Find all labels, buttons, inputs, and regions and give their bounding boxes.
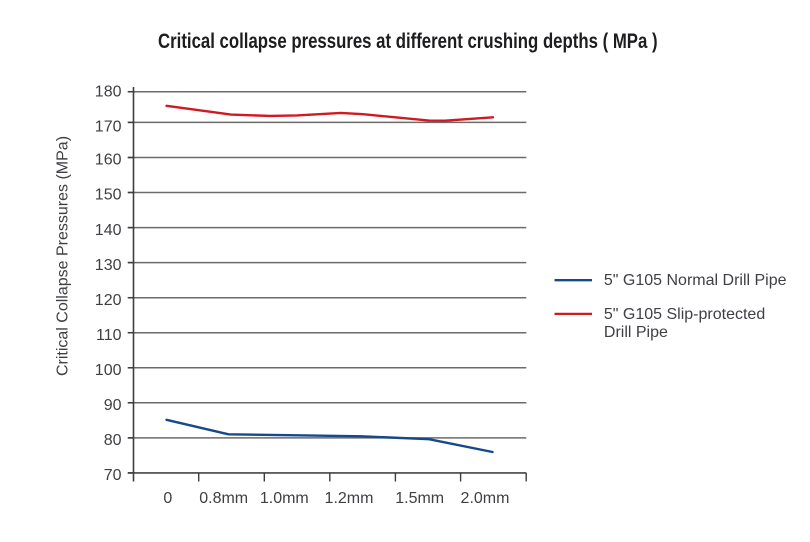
svg-text:2.0mm: 2.0mm — [461, 490, 510, 507]
svg-text:120: 120 — [95, 292, 122, 309]
svg-text:5" G105 Slip-protected: 5" G105 Slip-protected — [604, 306, 765, 323]
svg-text:100: 100 — [95, 362, 122, 379]
svg-text:80: 80 — [104, 432, 122, 449]
svg-text:140: 140 — [95, 222, 122, 239]
svg-text:Critical collapse pressures at: Critical collapse pressures at different… — [158, 30, 658, 53]
svg-text:1.0mm: 1.0mm — [260, 490, 309, 507]
svg-text:90: 90 — [104, 397, 122, 414]
svg-text:5" G105 Normal Drill Pipe: 5" G105 Normal Drill Pipe — [604, 272, 787, 289]
svg-text:110: 110 — [96, 327, 122, 344]
svg-text:130: 130 — [95, 257, 122, 274]
svg-text:170: 170 — [95, 118, 122, 135]
svg-text:Drill Pipe: Drill Pipe — [604, 324, 668, 341]
svg-text:0: 0 — [163, 490, 172, 507]
svg-text:150: 150 — [95, 187, 122, 204]
svg-text:0.8mm: 0.8mm — [199, 490, 248, 507]
svg-text:Critical Collapse Pressures (M: Critical Collapse Pressures (MPa) — [55, 136, 72, 376]
svg-text:180: 180 — [95, 83, 122, 100]
svg-text:160: 160 — [95, 152, 122, 169]
svg-text:1.5mm: 1.5mm — [395, 490, 444, 507]
svg-text:70: 70 — [104, 467, 122, 484]
svg-text:1.2mm: 1.2mm — [325, 490, 374, 507]
